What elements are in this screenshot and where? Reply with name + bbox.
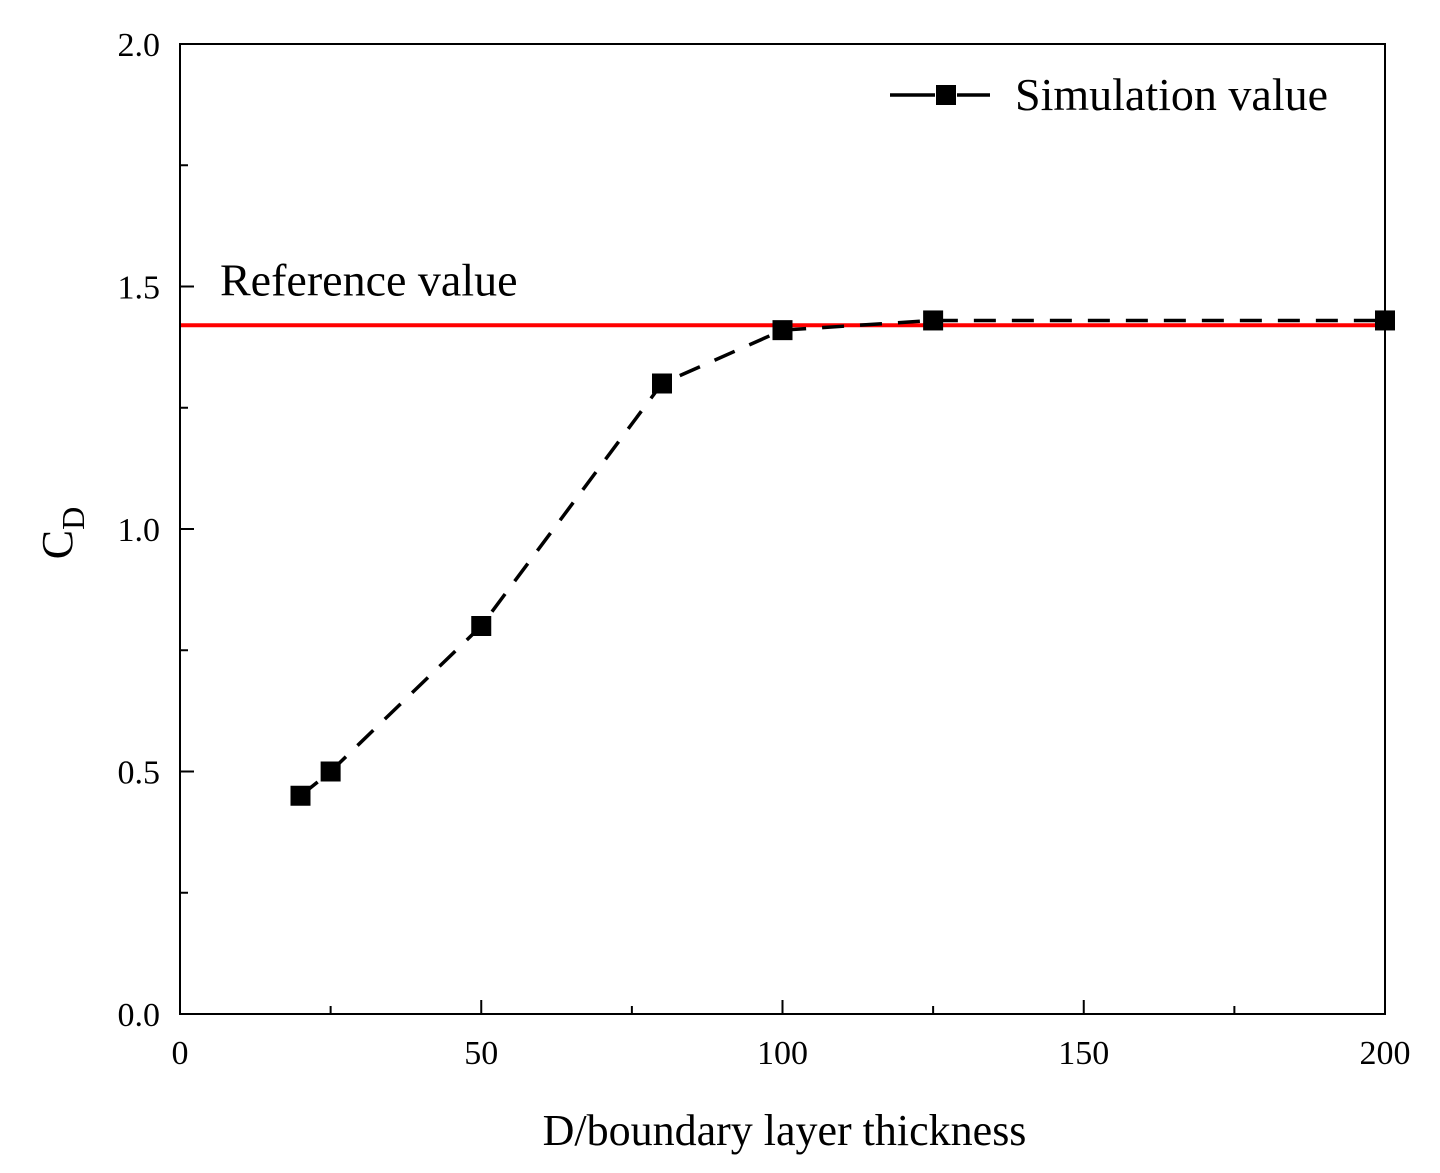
data-point (923, 310, 944, 331)
legend-label: Simulation value (1015, 69, 1328, 120)
x-tick-label: 150 (1058, 1035, 1109, 1072)
data-point (652, 373, 672, 394)
plot-frame (179, 43, 1386, 1015)
y-tick-labels: 0.0 0.5 1.0 1.5 2.0 (118, 27, 161, 1034)
data-point (320, 761, 341, 782)
x-tick-label: 200 (1360, 1035, 1411, 1072)
y-tick-label: 1.0 (118, 512, 161, 549)
axis-ticks (179, 43, 1386, 1015)
x-axis-title: D/boundary layer thickness (543, 1106, 1027, 1155)
legend: Simulation value (890, 69, 1328, 120)
reference-group: Reference value (180, 254, 1385, 328)
y-tick-label: 0.0 (118, 997, 161, 1034)
x-tick-label: 0 (172, 1035, 189, 1072)
y-axis-title-subscript: D (55, 507, 91, 530)
y-axis-title-main: C (33, 530, 82, 559)
data-point (290, 785, 311, 806)
y-tick-label: 2.0 (118, 27, 161, 64)
x-tick-labels: 0 50 100 150 200 (172, 1035, 1411, 1072)
x-tick-label: 100 (757, 1035, 808, 1072)
reference-label: Reference value (220, 254, 518, 305)
series-line (299, 318, 1385, 798)
legend-marker (936, 85, 956, 105)
y-tick-label: 1.5 (118, 270, 161, 307)
x-tick-label: 50 (464, 1035, 498, 1072)
data-point (772, 320, 793, 341)
y-axis-title: CD (33, 507, 91, 559)
y-tick-label: 0.5 (118, 755, 161, 792)
data-point (471, 616, 492, 636)
series-group (290, 310, 1395, 806)
